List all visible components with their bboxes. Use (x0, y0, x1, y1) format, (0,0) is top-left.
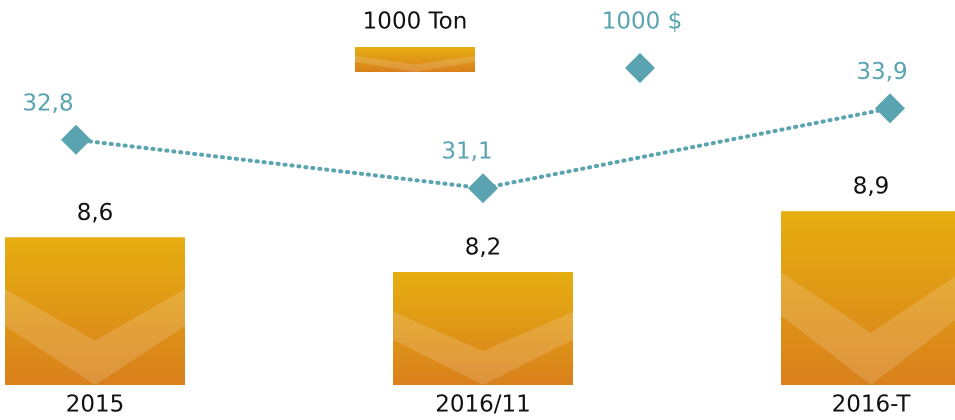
x-tick-label: 2015 (66, 392, 125, 418)
x-tick-label: 2016/11 (435, 392, 531, 418)
bar-value-label: 8,6 (77, 200, 114, 226)
line-value-label: 32,8 (22, 90, 73, 116)
line-value-label: 33,9 (856, 59, 907, 85)
line (74, 106, 892, 191)
bar-highlight (393, 311, 573, 385)
line-value-label: 31,1 (441, 139, 492, 165)
legend-swatch (355, 47, 475, 72)
bar (393, 272, 573, 385)
bar-highlight (355, 55, 475, 72)
x-tick-label: 2016-T (832, 392, 912, 418)
bar-value-label: 8,9 (853, 174, 890, 200)
bar-value-label: 8,2 (465, 235, 502, 261)
line-marker (875, 93, 905, 124)
legend-label: 1000 $ (602, 9, 682, 35)
legend-label: 1000 Ton (363, 9, 468, 35)
line-marker (61, 124, 91, 155)
bar-highlight (5, 288, 185, 385)
bar (781, 211, 955, 385)
bar (5, 237, 185, 385)
line-marker (468, 173, 498, 204)
legend-marker (625, 53, 655, 83)
bar-highlight (781, 272, 955, 385)
